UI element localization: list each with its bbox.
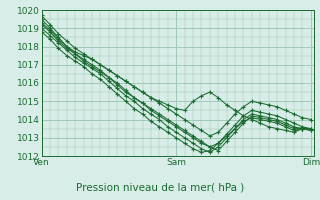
Text: Pression niveau de la mer( hPa ): Pression niveau de la mer( hPa ) <box>76 182 244 192</box>
